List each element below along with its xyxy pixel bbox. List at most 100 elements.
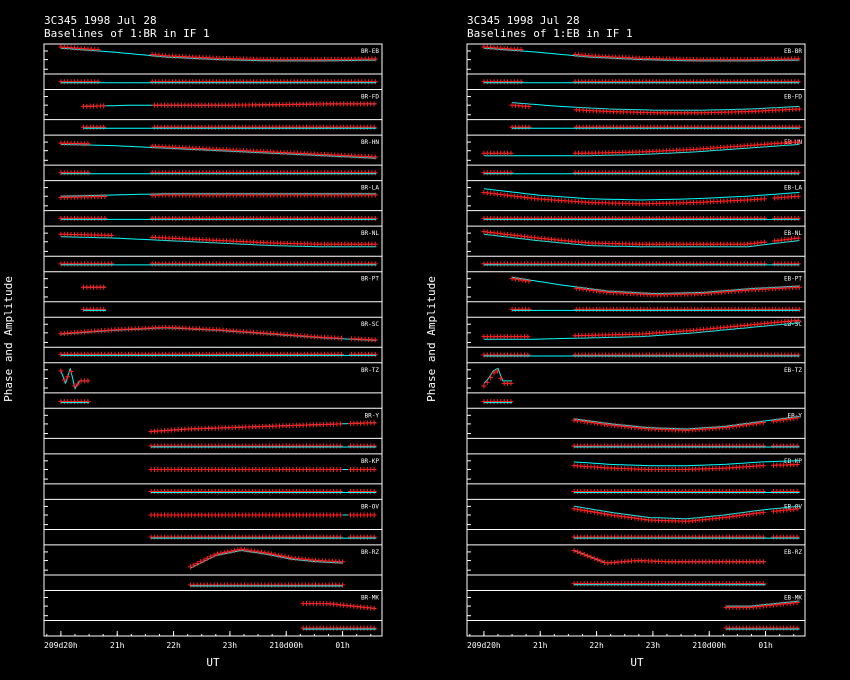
phase-data-point bbox=[526, 103, 532, 109]
baseline-panel: EB-OV bbox=[467, 498, 805, 540]
amplitude-data-point bbox=[795, 352, 801, 358]
baseline-label: EB-PT bbox=[784, 276, 802, 283]
phase-data-point bbox=[109, 232, 115, 238]
baseline-label: BR-EB bbox=[361, 48, 379, 55]
phase-data-point bbox=[198, 559, 204, 565]
phase-data-point bbox=[595, 510, 601, 516]
phase-data-point bbox=[761, 196, 767, 202]
amplitude-data-point bbox=[526, 124, 532, 130]
amplitude-data-point bbox=[85, 170, 91, 176]
amplitude-data-point bbox=[760, 534, 766, 540]
amplitude-data-point bbox=[371, 124, 377, 130]
phase-data-point bbox=[208, 554, 214, 560]
baseline-panel: BR-SC bbox=[44, 316, 382, 357]
baseline-label: EB-BR bbox=[784, 48, 802, 55]
amplitude-data-point bbox=[371, 443, 377, 449]
x-axis-label-br: UT bbox=[206, 656, 220, 669]
model-phase-curve bbox=[483, 322, 800, 340]
phase-data-point bbox=[371, 101, 377, 107]
phase-data-point bbox=[508, 380, 514, 386]
baseline-label: EB-RZ bbox=[784, 549, 802, 556]
amplitude-data-point bbox=[337, 443, 343, 449]
amplitude-data-point bbox=[761, 261, 767, 267]
phase-data-point bbox=[71, 383, 77, 389]
x-tick-label: 23h bbox=[223, 641, 238, 650]
plot-frame bbox=[43, 43, 383, 637]
baseline-panel: EB-SC bbox=[467, 316, 805, 358]
phase-data-point bbox=[215, 551, 221, 557]
phase-data-point bbox=[194, 560, 200, 566]
phase-data-point bbox=[340, 559, 346, 565]
phase-data-point bbox=[204, 555, 210, 561]
baseline-label: EB-NL bbox=[784, 230, 802, 237]
x-tick-label: 01h bbox=[335, 641, 350, 650]
amplitude-data-point bbox=[340, 582, 346, 588]
baseline-panel: EB-HN bbox=[467, 134, 805, 176]
model-phase-curve bbox=[512, 276, 800, 295]
phase-data-point bbox=[512, 276, 518, 282]
phase-data-point bbox=[481, 383, 487, 389]
phase-data-point bbox=[372, 241, 378, 247]
phase-data-point bbox=[519, 277, 525, 283]
baseline-panel: BR-EB bbox=[44, 44, 382, 85]
amplitude-data-point bbox=[372, 261, 378, 267]
x-tick-label: 22h bbox=[589, 641, 604, 650]
baseline-label: BR-LA bbox=[361, 185, 379, 192]
amplitude-data-point bbox=[794, 443, 800, 449]
x-tick-label: 21h bbox=[533, 641, 548, 650]
phase-data-point bbox=[201, 557, 207, 563]
x-tick-label: 23h bbox=[646, 641, 661, 650]
amplitude-data-point bbox=[371, 625, 377, 631]
phase-data-point bbox=[372, 56, 378, 62]
phase-data-point bbox=[225, 549, 231, 555]
model-phase-curve bbox=[483, 143, 800, 157]
phase-data-point bbox=[523, 278, 529, 284]
phase-data-point bbox=[101, 284, 107, 290]
phase-data-point bbox=[187, 564, 193, 570]
phase-data-point bbox=[61, 377, 67, 383]
baseline-label: BR-OV bbox=[361, 503, 379, 510]
amplitude-data-point bbox=[795, 170, 801, 176]
amplitude-data-point bbox=[508, 170, 514, 176]
phase-data-point bbox=[498, 375, 504, 381]
baseline-panel: BR-RZ bbox=[44, 544, 382, 588]
plot-title-br: 3C345 1998 Jul 28 bbox=[44, 14, 157, 27]
baseline-panel: EB-LA bbox=[467, 180, 805, 221]
baseline-label: EB-TZ bbox=[784, 367, 802, 374]
baseline-label: BR-TZ bbox=[361, 367, 379, 374]
baseline-panel: EB-NL bbox=[467, 225, 805, 267]
baseline-label: BR-FD bbox=[361, 94, 379, 101]
phase-data-point bbox=[760, 509, 766, 515]
y-axis-label-eb: Phase and Amplitude bbox=[425, 276, 438, 402]
phase-data-point bbox=[228, 548, 234, 554]
phase-data-point bbox=[371, 512, 377, 518]
baseline-panel: EB-RZ bbox=[467, 544, 805, 587]
amplitude-data-point bbox=[372, 79, 378, 85]
phase-data-point bbox=[85, 378, 91, 384]
phase-data-point bbox=[518, 47, 524, 53]
phase-data-point bbox=[282, 554, 288, 560]
phase-data-point bbox=[516, 277, 522, 283]
phase-data-point bbox=[242, 547, 248, 553]
baseline-panel: EB-MK bbox=[467, 589, 805, 631]
phase-data-point bbox=[238, 546, 244, 552]
baseline-panel: BR-HN bbox=[44, 134, 382, 176]
model-phase-curve bbox=[60, 236, 377, 248]
phase-data-point bbox=[796, 284, 802, 290]
amplitude-data-point bbox=[526, 306, 532, 312]
phase-data-point bbox=[525, 334, 531, 340]
amplitude-data-point bbox=[525, 352, 531, 358]
x-tick-label: 209d20h bbox=[467, 641, 501, 650]
model-phase-curve bbox=[512, 102, 800, 111]
phase-data-point bbox=[337, 466, 343, 472]
amplitude-data-point bbox=[101, 306, 107, 312]
baseline-label: BR-RZ bbox=[361, 549, 379, 556]
amplitude-data-point bbox=[760, 489, 766, 495]
phase-data-point bbox=[252, 548, 258, 554]
model-phase-curve bbox=[573, 460, 800, 467]
phase-data-point bbox=[484, 379, 490, 385]
baseline-plot-eb: 3C345 1998 Jul 28 Baselines of 1:EB in I… bbox=[425, 14, 806, 669]
phase-data-point bbox=[526, 278, 532, 284]
amplitude-data-point bbox=[371, 489, 377, 495]
x-tick-label: 210d00h bbox=[269, 641, 303, 650]
